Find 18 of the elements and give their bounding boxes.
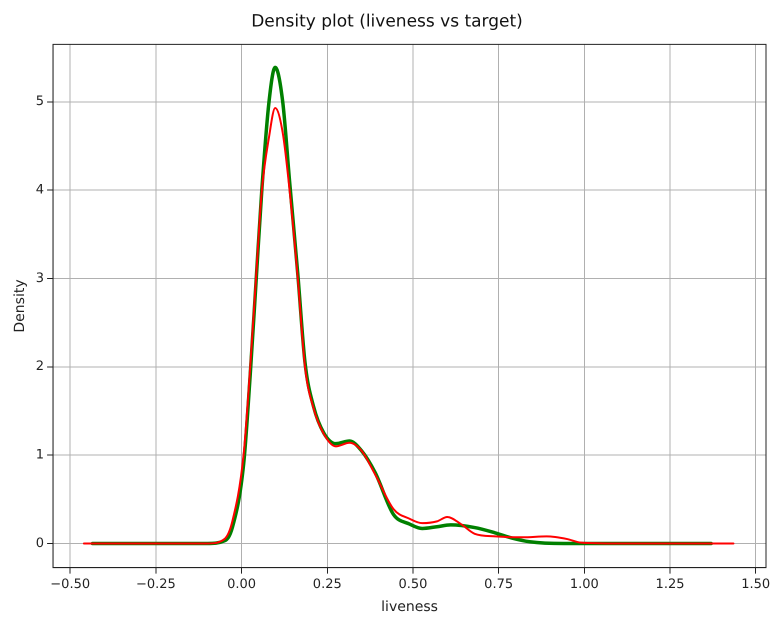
x-tick-label: −0.50	[50, 576, 90, 592]
y-tick-label: 1	[36, 448, 44, 463]
x-tick-label: 1.25	[656, 576, 685, 592]
x-tick-label: 0.75	[484, 576, 514, 592]
x-tick-label: 0.50	[398, 576, 428, 592]
x-tick-label: 1.50	[741, 576, 770, 592]
chart-title: Density plot (liveness vs target)	[251, 12, 523, 32]
x-tick-label: 0.25	[312, 576, 342, 592]
y-tick-label: 0	[36, 536, 44, 551]
x-tick-label: −0.25	[136, 576, 176, 592]
y-axis-title: Density	[12, 279, 28, 333]
y-tick-label: 3	[36, 270, 44, 286]
y-tick-label: 2	[36, 359, 44, 374]
x-axis-title: liveness	[381, 599, 438, 616]
x-tick-label: 0.00	[227, 576, 256, 592]
x-tick-label: 1.00	[570, 576, 599, 592]
y-tick-label: 4	[36, 182, 44, 198]
y-tick-label: 5	[36, 94, 44, 110]
